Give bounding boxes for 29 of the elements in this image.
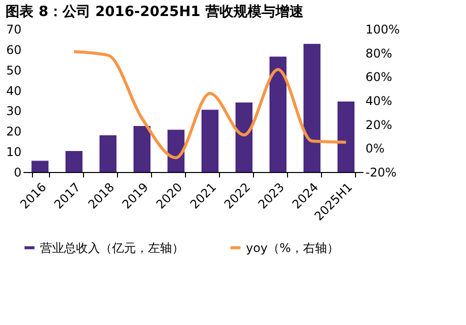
bar <box>304 44 320 172</box>
bar <box>32 160 48 172</box>
bar <box>134 126 150 172</box>
y-tick-label: 10 <box>6 145 22 160</box>
bar <box>100 135 116 172</box>
chart-title: 图表 8：公司 2016-2025H1 营收规模与增速 <box>6 4 304 20</box>
y-tick-label: 70 <box>6 22 22 36</box>
line-series <box>72 50 348 160</box>
y-tick-label: 0 <box>14 166 22 180</box>
y2-tick-label: 80% <box>366 46 392 60</box>
y-tick-label: 20 <box>6 124 22 139</box>
y2-tick-label: 0% <box>366 142 385 156</box>
bar <box>202 110 218 172</box>
legend-label: yoy（%，右轴） <box>246 240 339 255</box>
bar <box>236 102 252 172</box>
y-tick-label: 40 <box>6 84 22 98</box>
y-tick-label: 50 <box>6 63 22 78</box>
y2-tick-label: -20% <box>366 166 397 180</box>
bar <box>66 150 82 172</box>
y-tick-label: 30 <box>6 104 22 118</box>
legend-label: 营业总收入（亿元，左轴） <box>40 240 184 255</box>
bar <box>270 56 286 172</box>
bar <box>168 130 184 172</box>
y2-tick-label: 60% <box>366 70 392 84</box>
y2-tick-label: 40% <box>366 94 392 108</box>
y2-tick-label: 20% <box>366 118 392 132</box>
y2-tick-label: 100% <box>366 22 400 36</box>
bar <box>338 102 354 172</box>
y-tick-label: 60 <box>6 42 22 57</box>
